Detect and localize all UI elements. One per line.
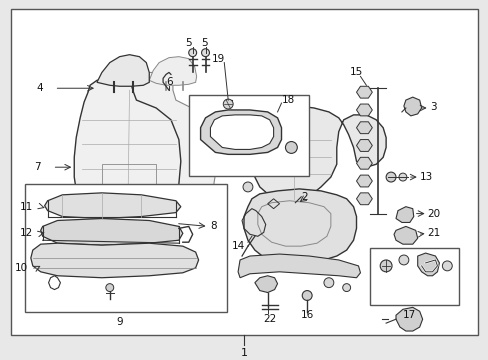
- Circle shape: [285, 141, 297, 153]
- Text: 15: 15: [349, 67, 363, 77]
- Text: 14: 14: [231, 241, 244, 251]
- Circle shape: [302, 291, 311, 301]
- Text: 3: 3: [429, 102, 436, 112]
- Text: 9: 9: [116, 317, 122, 327]
- Circle shape: [386, 172, 395, 182]
- Polygon shape: [244, 189, 356, 264]
- Polygon shape: [97, 55, 149, 86]
- Polygon shape: [41, 219, 183, 245]
- Polygon shape: [149, 57, 196, 85]
- Circle shape: [398, 255, 408, 265]
- Circle shape: [223, 99, 233, 109]
- Polygon shape: [110, 72, 215, 253]
- Polygon shape: [395, 207, 413, 222]
- Text: 2: 2: [301, 192, 307, 202]
- Text: 4: 4: [36, 83, 42, 93]
- Text: 8: 8: [210, 221, 217, 231]
- Text: 22: 22: [263, 314, 276, 324]
- Text: 18: 18: [281, 95, 294, 105]
- Circle shape: [398, 173, 406, 181]
- Text: 7: 7: [34, 162, 41, 172]
- Text: 12: 12: [20, 228, 33, 238]
- Text: 5: 5: [185, 38, 192, 48]
- Polygon shape: [356, 140, 371, 152]
- Circle shape: [201, 49, 209, 57]
- Polygon shape: [356, 157, 371, 169]
- Text: 10: 10: [15, 263, 28, 273]
- Polygon shape: [395, 307, 422, 331]
- Polygon shape: [251, 105, 386, 201]
- Polygon shape: [31, 243, 198, 278]
- Text: 16: 16: [300, 310, 313, 320]
- Text: 11: 11: [20, 202, 33, 212]
- Circle shape: [105, 284, 114, 292]
- Polygon shape: [74, 78, 181, 250]
- Bar: [369, 248, 458, 305]
- Polygon shape: [356, 175, 371, 187]
- Text: 21: 21: [427, 228, 440, 238]
- Polygon shape: [356, 104, 371, 116]
- Bar: [102, 164, 156, 228]
- Polygon shape: [393, 226, 417, 244]
- Polygon shape: [403, 97, 421, 116]
- Polygon shape: [200, 110, 281, 154]
- Circle shape: [442, 261, 451, 271]
- Text: 17: 17: [403, 310, 416, 320]
- Text: 13: 13: [419, 172, 432, 182]
- Bar: [25, 184, 227, 312]
- Circle shape: [380, 260, 391, 272]
- Text: 20: 20: [427, 208, 440, 219]
- Polygon shape: [417, 253, 439, 276]
- Circle shape: [323, 278, 333, 288]
- Polygon shape: [356, 86, 371, 98]
- Circle shape: [342, 284, 350, 292]
- Text: 6: 6: [166, 77, 172, 87]
- Text: 5: 5: [201, 38, 207, 48]
- Polygon shape: [238, 254, 360, 278]
- Text: 19: 19: [211, 54, 224, 64]
- Circle shape: [188, 49, 196, 57]
- Text: 1: 1: [240, 348, 247, 358]
- Polygon shape: [356, 122, 371, 134]
- Polygon shape: [210, 115, 273, 149]
- Polygon shape: [254, 276, 277, 293]
- Circle shape: [243, 182, 252, 192]
- Bar: [188, 95, 308, 176]
- Polygon shape: [356, 193, 371, 205]
- Polygon shape: [44, 193, 181, 219]
